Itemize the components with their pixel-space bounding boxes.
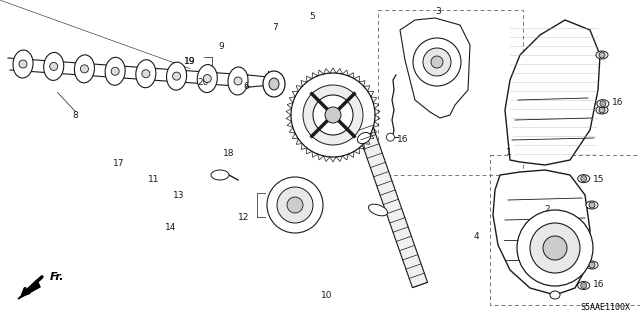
Ellipse shape: [211, 170, 229, 180]
Polygon shape: [505, 20, 600, 165]
Circle shape: [589, 202, 595, 208]
Text: 15: 15: [593, 175, 604, 184]
Text: 19: 19: [184, 57, 196, 66]
Ellipse shape: [578, 281, 589, 290]
Circle shape: [267, 177, 323, 233]
Circle shape: [173, 72, 180, 80]
Ellipse shape: [136, 60, 156, 88]
Text: 8: 8: [73, 111, 78, 120]
Text: S5AAE1100X: S5AAE1100X: [580, 303, 630, 312]
Ellipse shape: [228, 67, 248, 95]
Circle shape: [291, 73, 375, 157]
Text: 16: 16: [397, 135, 409, 144]
Text: 5: 5: [309, 12, 314, 21]
Ellipse shape: [105, 57, 125, 85]
Text: 11: 11: [148, 175, 159, 184]
Text: 17: 17: [113, 159, 124, 168]
Text: 4: 4: [474, 232, 479, 241]
Circle shape: [543, 236, 567, 260]
Polygon shape: [493, 170, 590, 295]
Circle shape: [81, 65, 88, 73]
Text: 16: 16: [593, 280, 604, 289]
Polygon shape: [400, 18, 470, 118]
Circle shape: [580, 176, 587, 182]
Ellipse shape: [44, 52, 64, 80]
Circle shape: [600, 101, 606, 107]
Text: 12: 12: [237, 213, 249, 222]
Circle shape: [431, 56, 443, 68]
Text: 10: 10: [321, 291, 332, 300]
Circle shape: [287, 197, 303, 213]
Circle shape: [387, 133, 394, 141]
Circle shape: [599, 52, 605, 58]
Circle shape: [517, 210, 593, 286]
Ellipse shape: [597, 100, 609, 108]
Ellipse shape: [596, 51, 608, 59]
Polygon shape: [18, 280, 40, 299]
Ellipse shape: [586, 201, 598, 209]
Text: 14: 14: [165, 223, 177, 232]
Circle shape: [599, 107, 605, 113]
Ellipse shape: [596, 106, 608, 114]
Circle shape: [234, 77, 242, 85]
Circle shape: [277, 187, 313, 223]
Text: 20: 20: [198, 78, 209, 86]
Circle shape: [142, 70, 150, 78]
Circle shape: [204, 75, 211, 83]
Circle shape: [303, 85, 363, 145]
Text: 18: 18: [223, 149, 235, 158]
Ellipse shape: [550, 291, 560, 299]
Text: 7: 7: [273, 23, 278, 32]
Circle shape: [423, 48, 451, 76]
Circle shape: [111, 67, 119, 75]
Circle shape: [325, 107, 341, 123]
Circle shape: [530, 223, 580, 273]
Ellipse shape: [369, 204, 388, 216]
Ellipse shape: [166, 62, 187, 90]
Text: 9: 9: [218, 42, 223, 51]
Circle shape: [580, 283, 587, 288]
Circle shape: [413, 38, 461, 86]
Text: 16: 16: [612, 98, 623, 107]
Ellipse shape: [74, 55, 95, 83]
Circle shape: [19, 60, 27, 68]
Ellipse shape: [197, 64, 218, 93]
Text: 1: 1: [506, 148, 511, 157]
Circle shape: [589, 262, 595, 268]
Text: 19: 19: [184, 57, 196, 66]
Circle shape: [50, 63, 58, 70]
Ellipse shape: [586, 261, 598, 269]
Text: 6: 6: [244, 82, 249, 91]
Text: Fr.: Fr.: [50, 272, 65, 282]
Bar: [490, 155, 640, 305]
Ellipse shape: [578, 174, 589, 183]
Text: 3: 3: [436, 7, 441, 16]
Circle shape: [313, 95, 353, 135]
Polygon shape: [358, 125, 428, 288]
Ellipse shape: [358, 132, 371, 144]
Text: 2: 2: [545, 205, 550, 214]
Text: 13: 13: [173, 191, 185, 200]
Ellipse shape: [263, 71, 285, 97]
Bar: [378, 10, 523, 175]
Ellipse shape: [269, 78, 279, 90]
Ellipse shape: [13, 50, 33, 78]
